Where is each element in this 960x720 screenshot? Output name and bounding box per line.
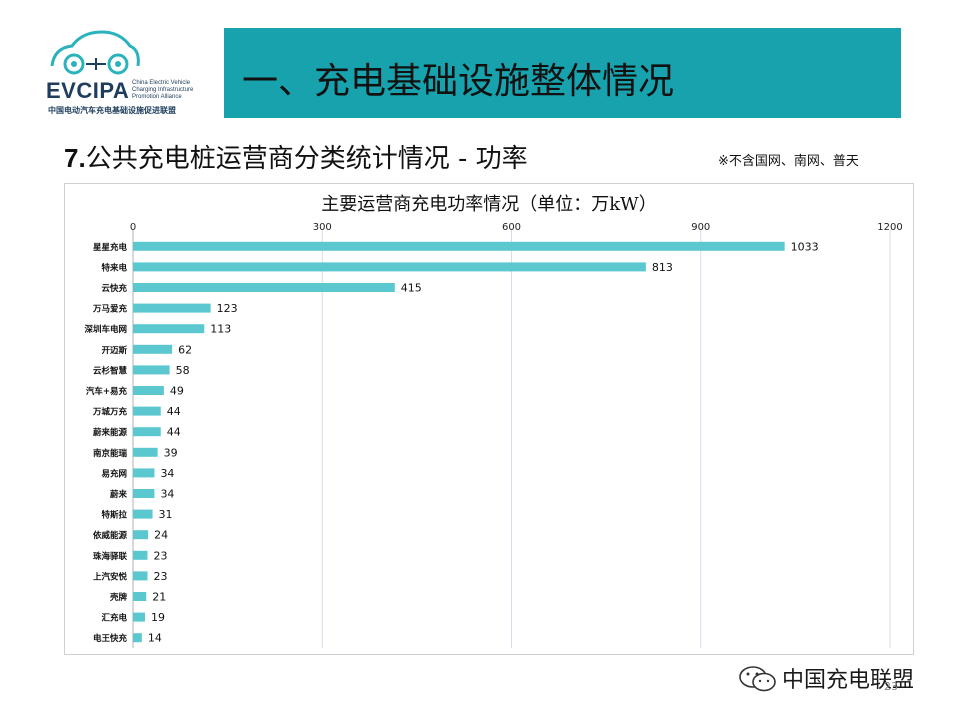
bar bbox=[133, 447, 158, 457]
chart-title: 主要运营商充电功率情况（单位：万kW） bbox=[321, 194, 656, 215]
bar bbox=[133, 406, 161, 416]
category-label: 汽车+易充 bbox=[86, 386, 128, 397]
category-label: 特来电 bbox=[101, 262, 127, 273]
bar bbox=[133, 530, 149, 540]
bar bbox=[133, 612, 145, 622]
category-label: 星星充电 bbox=[93, 242, 128, 253]
category-label: 珠海驿联 bbox=[93, 551, 128, 562]
data-label: 1033 bbox=[791, 240, 819, 253]
logo-chinese: 中国电动汽车充电基础设施促进联盟 bbox=[48, 106, 176, 115]
category-label: 汇充电 bbox=[101, 613, 127, 624]
bar bbox=[133, 633, 142, 643]
category-label: 上汽安悦 bbox=[93, 571, 128, 582]
data-label: 24 bbox=[154, 529, 168, 542]
data-label: 44 bbox=[167, 426, 181, 439]
car-logo-icon bbox=[50, 30, 140, 75]
category-label: 开迈斯 bbox=[101, 345, 127, 356]
bar bbox=[133, 344, 173, 354]
data-label: 19 bbox=[151, 611, 165, 624]
data-label: 58 bbox=[176, 364, 190, 377]
category-label: 蔚来 bbox=[110, 489, 128, 500]
bar bbox=[133, 468, 155, 478]
data-label: 14 bbox=[148, 632, 162, 645]
category-label: 蔚来能源 bbox=[93, 427, 128, 438]
data-label: 813 bbox=[652, 261, 673, 274]
chart-container: 主要运营商充电功率情况（单位：万kW） 0 300 600 900 1200 星星充电 103… bbox=[64, 183, 914, 655]
data-label: 113 bbox=[210, 323, 231, 336]
bar bbox=[133, 303, 211, 313]
data-label: 44 bbox=[167, 405, 181, 418]
data-label: 39 bbox=[164, 446, 178, 459]
category-label: 易充网 bbox=[101, 468, 127, 479]
category-label: 特斯拉 bbox=[101, 510, 127, 521]
data-label: 49 bbox=[170, 385, 184, 398]
bar bbox=[133, 241, 785, 251]
x-tick-label: 1200 bbox=[877, 222, 902, 233]
x-tick-label: 900 bbox=[691, 222, 710, 233]
bar bbox=[133, 283, 395, 292]
bar bbox=[133, 427, 161, 437]
category-label: 南京能瑞 bbox=[93, 448, 128, 459]
x-tick-label: 600 bbox=[502, 222, 521, 233]
bar bbox=[133, 571, 148, 581]
bar bbox=[133, 509, 153, 519]
page-number: 23 bbox=[884, 680, 898, 693]
category-label: 依威能源 bbox=[93, 530, 128, 541]
data-label: 123 bbox=[217, 302, 238, 315]
data-label: 23 bbox=[154, 549, 168, 562]
data-label: 34 bbox=[160, 467, 174, 480]
category-label: 万城万充 bbox=[92, 407, 128, 418]
data-label: 31 bbox=[159, 508, 173, 521]
wechat-icon bbox=[739, 666, 776, 692]
data-label: 415 bbox=[401, 282, 422, 295]
category-label: 壳牌 bbox=[109, 592, 128, 603]
section-title-text: 公共充电桩运营商分类统计情况 - 功率 bbox=[85, 144, 528, 174]
category-label: 云快充 bbox=[101, 283, 127, 294]
evcipa-logo: EVCIPA China Electric Vehicle Charging I… bbox=[40, 26, 210, 121]
bar bbox=[133, 386, 164, 395]
data-label: 23 bbox=[154, 570, 168, 583]
bar bbox=[133, 365, 170, 375]
x-tick-label: 300 bbox=[313, 222, 332, 233]
data-label: 62 bbox=[178, 343, 192, 356]
category-label: 深圳车电网 bbox=[84, 324, 127, 335]
exclusion-note: ※不含国网、南网、普天 bbox=[718, 154, 859, 169]
bar bbox=[133, 550, 148, 560]
bar bbox=[133, 489, 155, 498]
section-number: 7. bbox=[64, 143, 86, 173]
logo-english: China Electric Vehicle Charging Infrastr… bbox=[132, 80, 194, 100]
data-label: 21 bbox=[152, 591, 166, 604]
data-label: 34 bbox=[160, 488, 174, 501]
bar bbox=[133, 262, 646, 272]
watermark-text: 中国充电联盟 bbox=[782, 668, 915, 693]
bar-chart: 主要运营商充电功率情况（单位：万kW） 0 300 600 900 1200 星星充电 103… bbox=[84, 194, 903, 648]
category-label: 万马爱充 bbox=[92, 304, 128, 315]
bar bbox=[133, 324, 205, 334]
category-label: 云杉智慧 bbox=[93, 365, 128, 376]
title-bar: 一、充电基础设施整体情况 bbox=[224, 28, 901, 118]
logo-brand: EVCIPA bbox=[46, 78, 130, 103]
page-title: 一、充电基础设施整体情况 bbox=[242, 61, 675, 102]
bar bbox=[133, 592, 147, 601]
x-tick-label: 0 bbox=[130, 222, 136, 233]
section-title: 7.公共充电桩运营商分类统计情况 - 功率 bbox=[64, 138, 528, 175]
category-label: 电王快充 bbox=[93, 633, 128, 644]
